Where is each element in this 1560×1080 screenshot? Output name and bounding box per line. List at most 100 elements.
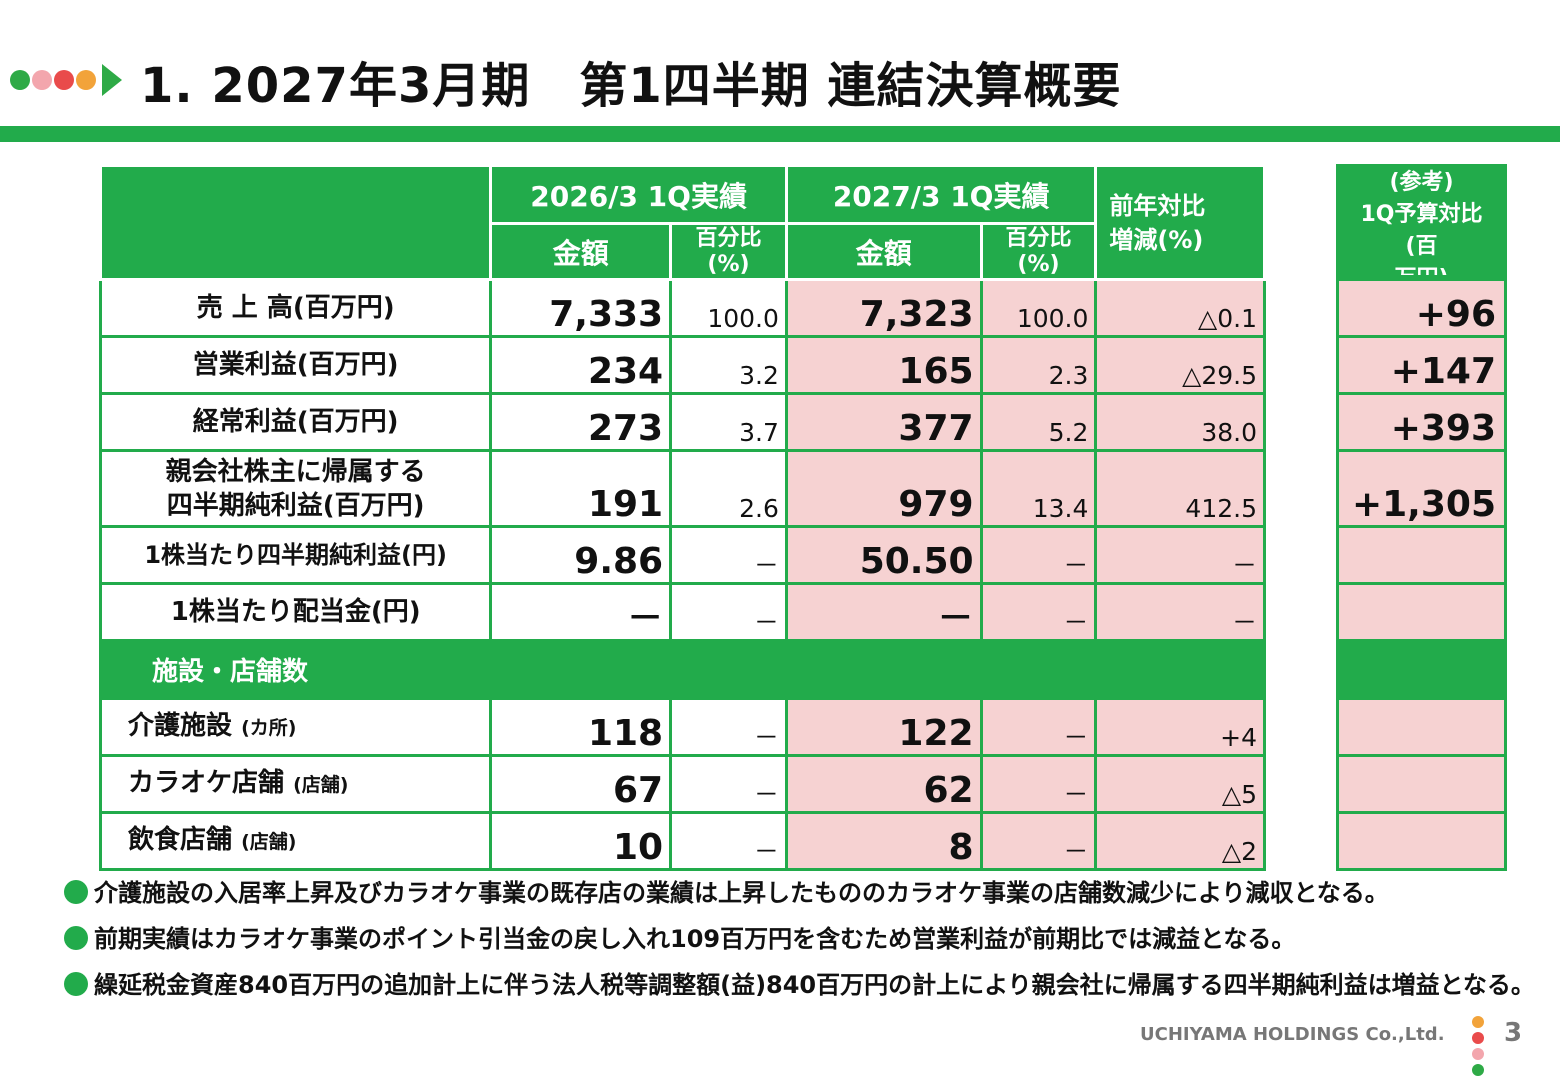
prev-percent: 3.2 bbox=[669, 335, 788, 395]
dot-icon bbox=[10, 70, 30, 90]
footer-dots bbox=[1472, 1016, 1484, 1076]
col-curr-header: 2027/3 1Q実績 bbox=[784, 164, 1098, 225]
prev-amount: － bbox=[489, 582, 673, 642]
prev-percent-header: 百分比 (%) bbox=[669, 222, 788, 281]
row-label: カラオケ店舗 (店舗) bbox=[98, 754, 493, 814]
table-row: 介護施設 (カ所) 118 － 122 － +4 bbox=[98, 697, 1266, 757]
row-unit: (店舗) bbox=[293, 774, 349, 796]
reference-value bbox=[1336, 582, 1507, 642]
row-label: 営業利益(百万円) bbox=[98, 335, 493, 395]
curr-amount: 50.50 bbox=[784, 525, 983, 585]
curr-amount: 7,323 bbox=[784, 278, 983, 338]
row-unit: (カ所) bbox=[241, 717, 297, 739]
reference-value bbox=[1336, 811, 1507, 871]
prev-amount: 273 bbox=[489, 392, 673, 452]
prev-percent: － bbox=[669, 582, 788, 642]
dot-icon bbox=[1472, 1064, 1484, 1076]
row-label-text: 親会社株主に帰属する 四半期純利益(百万円) bbox=[165, 456, 426, 521]
note-text: 介護施設の入居率上昇及びカラオケ事業の既存店の業績は上昇したもののカラオケ事業の… bbox=[94, 879, 1389, 907]
curr-amount: 979 bbox=[784, 449, 983, 528]
prev-percent: 2.6 bbox=[669, 449, 788, 528]
row-label: 1株当たり配当金(円) bbox=[98, 582, 493, 642]
change-percent: － bbox=[1094, 582, 1266, 642]
curr-percent: 100.0 bbox=[979, 278, 1098, 338]
row-label-text: 飲食店舗 bbox=[128, 825, 233, 855]
row-label: 経常利益(百万円) bbox=[98, 392, 493, 452]
curr-percent: － bbox=[979, 582, 1098, 642]
reference-header-text: (参考) 1Q予算対比 (百 万円) bbox=[1360, 170, 1483, 275]
prev-amount: 234 bbox=[489, 335, 673, 395]
change-value: △2 bbox=[1094, 811, 1266, 871]
curr-amount: 122 bbox=[784, 697, 983, 757]
row-label: 売 上 高(百万円) bbox=[98, 278, 493, 338]
arrow-right-icon bbox=[102, 64, 122, 96]
curr-amount: 62 bbox=[784, 754, 983, 814]
reference-value bbox=[1336, 754, 1507, 814]
table-row: 飲食店舗 (店舗) 10 － 8 － △2 bbox=[98, 811, 1266, 871]
list-item: 介護施設の入居率上昇及びカラオケ事業の既存店の業績は上昇したもののカラオケ事業の… bbox=[64, 876, 1544, 910]
curr-amount: 8 bbox=[784, 811, 983, 871]
note-text: 繰延税金資産840百万円の追加計上に伴う法人税等調整額(益)840百万円の計上に… bbox=[94, 971, 1535, 999]
change-percent: 38.0 bbox=[1094, 392, 1266, 452]
prev-percent: － bbox=[669, 811, 788, 871]
table-row: 親会社株主に帰属する 四半期純利益(百万円) 191 2.6 979 13.4 … bbox=[98, 449, 1266, 528]
table-row: 営業利益(百万円) 234 3.2 165 2.3 △29.5 bbox=[98, 335, 1266, 395]
reference-value: +96 bbox=[1336, 278, 1507, 338]
table-row: 経常利益(百万円) 273 3.7 377 5.2 38.0 bbox=[98, 392, 1266, 452]
row-label-text: カラオケ店舗 bbox=[128, 768, 285, 798]
prev-amount: 191 bbox=[489, 449, 673, 528]
prev-amount: 118 bbox=[489, 697, 673, 757]
page-number: 3 bbox=[1504, 1018, 1523, 1048]
curr-percent: － bbox=[979, 697, 1098, 757]
reference-value: +393 bbox=[1336, 392, 1507, 452]
row-label: 飲食店舗 (店舗) bbox=[98, 811, 493, 871]
section-header: 施設・店舗数 bbox=[99, 639, 1266, 700]
change-percent: － bbox=[1094, 525, 1266, 585]
table-row: カラオケ店舗 (店舗) 67 － 62 － △5 bbox=[98, 754, 1266, 814]
col-change-text: 前年対比 増減(%) bbox=[1109, 192, 1206, 254]
header-blank bbox=[98, 164, 493, 281]
budget-reference-table: (参考) 1Q予算対比 (百 万円) +96 +147 +393 +1,305 bbox=[1336, 164, 1507, 871]
dot-icon bbox=[76, 70, 96, 90]
curr-amount: 165 bbox=[784, 335, 983, 395]
note-text: 前期実績はカラオケ事業のポイント引当金の戻し入れ109百万円を含むため営業利益が… bbox=[94, 925, 1296, 953]
prev-percent: － bbox=[669, 754, 788, 814]
curr-percent-header: 百分比 (%) bbox=[979, 222, 1098, 281]
dot-icon bbox=[1472, 1016, 1484, 1028]
table-row: 1株当たり配当金(円) － － － － － bbox=[98, 582, 1266, 642]
bullet-icon bbox=[64, 926, 88, 950]
reference-section bbox=[1336, 639, 1507, 700]
results-table: 2026/3 1Q実績 2027/3 1Q実績 前年対比 増減(%) 金額 百分… bbox=[98, 164, 1266, 871]
row-label: 介護施設 (カ所) bbox=[98, 697, 493, 757]
row-label-text: 介護施設 bbox=[128, 711, 233, 741]
page-title: 1. 2027年3月期 第1四半期 連結決算概要 bbox=[140, 58, 1122, 114]
prev-percent: 3.7 bbox=[669, 392, 788, 452]
notes-list: 介護施設の入居率上昇及びカラオケ事業の既存店の業績は上昇したもののカラオケ事業の… bbox=[64, 876, 1544, 1014]
dot-icon bbox=[54, 70, 74, 90]
change-percent: △0.1 bbox=[1094, 278, 1266, 338]
curr-percent: － bbox=[979, 811, 1098, 871]
curr-percent-text: 百分比 (%) bbox=[1005, 225, 1072, 277]
dot-icon bbox=[32, 70, 52, 90]
dot-icon bbox=[1472, 1032, 1484, 1044]
change-percent: 412.5 bbox=[1094, 449, 1266, 528]
table-row: 売 上 高(百万円) 7,333 100.0 7,323 100.0 △0.1 bbox=[98, 278, 1266, 338]
reference-header: (参考) 1Q予算対比 (百 万円) bbox=[1336, 164, 1507, 281]
reference-value bbox=[1336, 697, 1507, 757]
list-item: 前期実績はカラオケ事業のポイント引当金の戻し入れ109百万円を含むため営業利益が… bbox=[64, 922, 1544, 956]
row-label: 1株当たり四半期純利益(円) bbox=[98, 525, 493, 585]
title-rule bbox=[0, 126, 1560, 142]
change-percent: △29.5 bbox=[1094, 335, 1266, 395]
prev-amount: 7,333 bbox=[489, 278, 673, 338]
curr-percent: － bbox=[979, 754, 1098, 814]
reference-value bbox=[1336, 525, 1507, 585]
curr-percent: 5.2 bbox=[979, 392, 1098, 452]
table-row: 1株当たり四半期純利益(円) 9.86 － 50.50 － － bbox=[98, 525, 1266, 585]
curr-amount-header: 金額 bbox=[784, 222, 983, 281]
title-dots bbox=[10, 64, 122, 96]
prev-percent-text: 百分比 (%) bbox=[695, 225, 762, 277]
row-unit: (店舗) bbox=[241, 831, 297, 853]
prev-amount: 67 bbox=[489, 754, 673, 814]
company-name: UCHIYAMA HOLDINGS Co.,Ltd. bbox=[1140, 1024, 1445, 1045]
curr-percent: － bbox=[979, 525, 1098, 585]
